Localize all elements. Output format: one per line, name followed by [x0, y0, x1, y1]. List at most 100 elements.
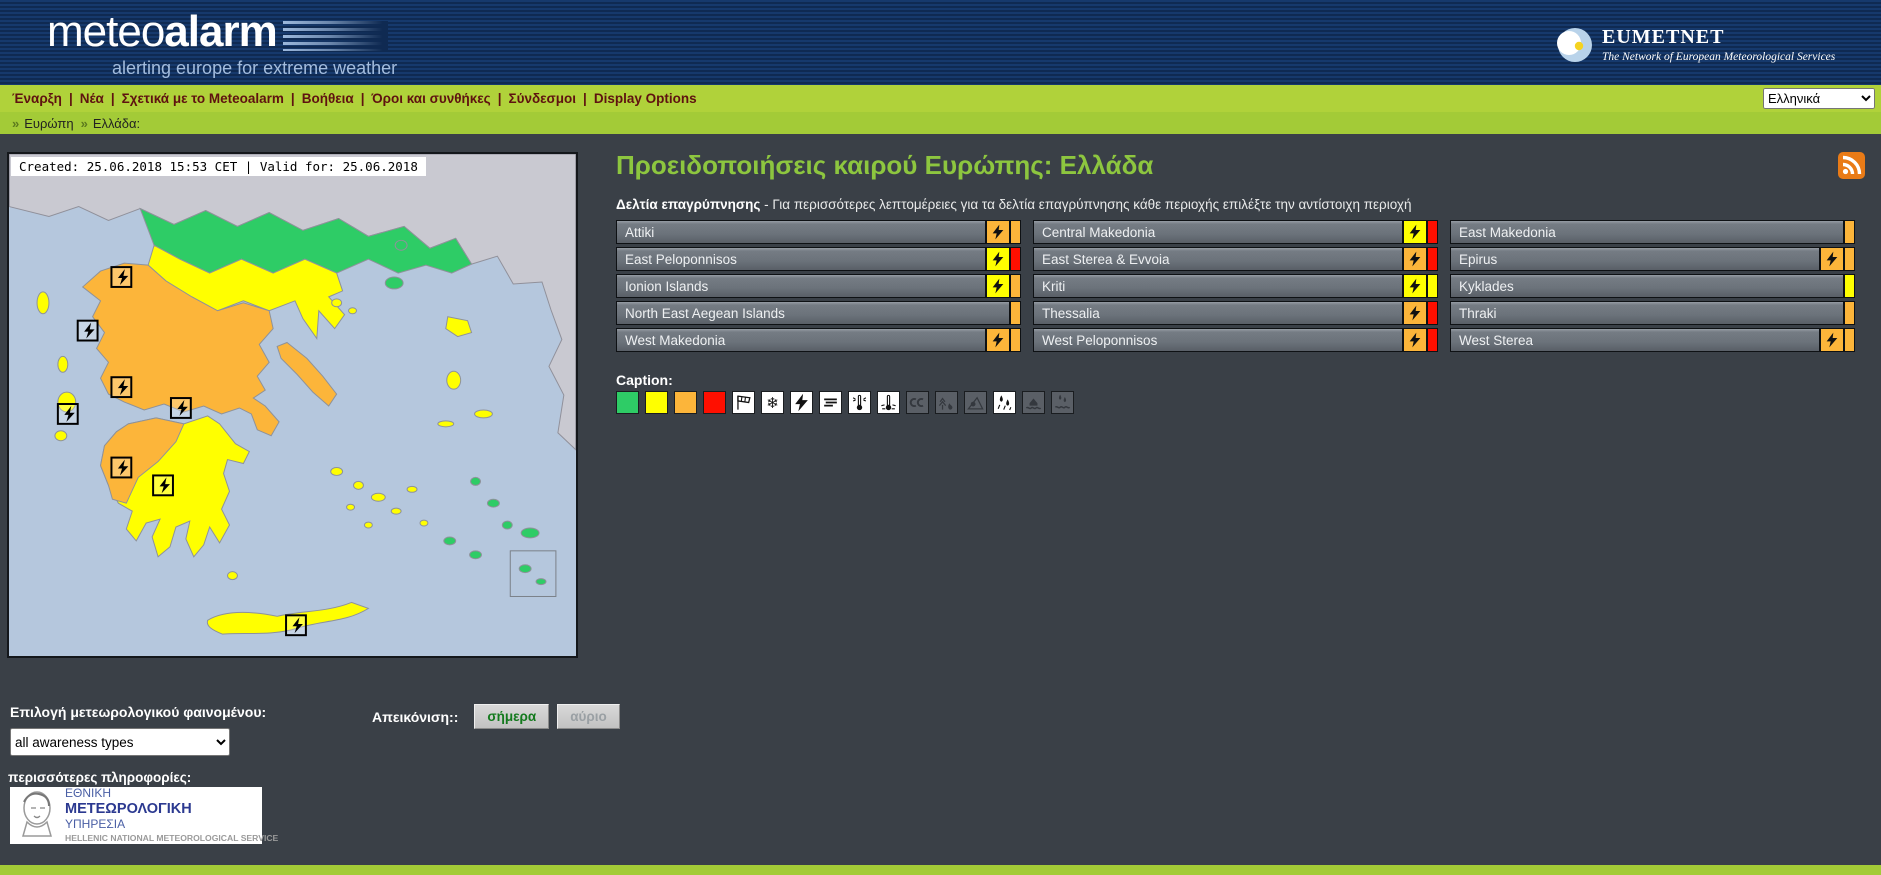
nav-item-display-options[interactable]: Display Options	[593, 91, 697, 106]
thunderstorm-icon	[985, 275, 1009, 297]
nav-item-news[interactable]: Νέα	[79, 91, 104, 106]
header: meteo alarm alerting europe for extreme w…	[0, 0, 1881, 85]
eumetnet-globe-icon	[1556, 26, 1594, 69]
extreme-low-temperature-icon	[848, 391, 871, 414]
region-east-sterea-evvoia[interactable]: East Sterea & Evvoia	[1033, 247, 1438, 271]
meteoalarm-logo: meteo alarm	[47, 10, 388, 54]
region-ionion-islands[interactable]: Ionion Islands	[616, 274, 1021, 298]
logo-stripes-graphic	[282, 21, 388, 51]
fog-icon	[819, 391, 842, 414]
eumetnet-name: EUMETNET	[1602, 26, 1725, 48]
logo-tagline: alerting europe for extreme weather	[112, 58, 398, 78]
thunderstorm-icon	[1402, 248, 1426, 270]
today-button[interactable]: σήμερα	[474, 704, 550, 729]
nav-item-terms[interactable]: Όροι και συνθήκες	[371, 91, 491, 106]
thunderstorm-icon	[1819, 248, 1843, 270]
tomorrow-level-strip	[1426, 329, 1437, 351]
tomorrow-level-strip	[1009, 329, 1020, 351]
region-west-sterea[interactable]: West Sterea	[1450, 328, 1855, 352]
hnms-portrait	[15, 788, 59, 843]
subtitle-bold: Δελτία επαγρύπνησης	[616, 197, 761, 212]
region-kriti[interactable]: Kriti	[1033, 274, 1438, 298]
page-title: Προειδοποιήσεις καιρού Ευρώπης: Ελλάδα	[616, 150, 1154, 180]
eumetnet-tagline: The Network of European Meteorological S…	[1602, 51, 1836, 63]
region-name: Kyklades	[1451, 275, 1843, 297]
region-central-makedonia[interactable]: Central Makedonia	[1033, 220, 1438, 244]
breadcrumb-greece[interactable]: Ελλάδα:	[92, 115, 141, 131]
region-name: East Makedonia	[1451, 221, 1843, 243]
tomorrow-level-strip	[1843, 302, 1854, 324]
subtitle: Δελτία επαγρύπνησης - Για περισσότερες λ…	[616, 197, 1766, 212]
footer-bar	[0, 865, 1881, 875]
orange-level-swatch	[674, 391, 697, 414]
tomorrow-button[interactable]: αύριο	[557, 704, 620, 729]
nav-item-links[interactable]: Σύνδεσμοι	[508, 91, 577, 106]
nav-separator: |	[290, 91, 295, 106]
islands-inset	[509, 550, 557, 597]
region-name: Thraki	[1451, 302, 1843, 324]
tomorrow-level-strip	[1843, 248, 1854, 270]
snow-ice-icon: ❄	[761, 391, 784, 414]
rss-icon[interactable]	[1838, 152, 1865, 179]
thunderstorm-icon	[985, 248, 1009, 270]
nav-separator: |	[68, 91, 73, 106]
caption-legend: ❄	[616, 391, 1080, 414]
tomorrow-level-strip	[1009, 221, 1020, 243]
region-north-east-aegean-islands[interactable]: North East Aegean Islands	[616, 301, 1021, 325]
region-kyklades[interactable]: Kyklades	[1450, 274, 1855, 298]
region-thraki[interactable]: Thraki	[1450, 301, 1855, 325]
thunderstorm-icon	[1402, 275, 1426, 297]
region-name: West Makedonia	[617, 329, 985, 351]
thunderstorm-icon	[985, 329, 1009, 351]
thunderstorm-markers	[56, 266, 307, 637]
flood-icon	[1022, 391, 1045, 414]
region-name: Central Makedonia	[1034, 221, 1402, 243]
thunderstorm-icon	[1402, 329, 1426, 351]
region-name: Epirus	[1451, 248, 1819, 270]
hnms-line1: ΕΘΝΙΚΗ	[65, 786, 112, 801]
main-nav: Έναρξη | Νέα | Σχετικά με το Meteoalarm | Β…	[0, 85, 1881, 112]
region-name: Thessalia	[1034, 302, 1402, 324]
region-west-peloponnisos[interactable]: West Peloponnisos	[1033, 328, 1438, 352]
phenomenon-label: Επιλογή μετεωρολογικού φαινομένου:	[10, 704, 267, 720]
thunderstorm-icon	[1402, 302, 1426, 324]
hnms-line3: ΥΠΗΡΕΣΙΑ	[65, 816, 126, 831]
region-name: East Peloponnisos	[617, 248, 985, 270]
map-timestamp: Created: 25.06.2018 15:53 CET | Valid fo…	[11, 157, 426, 176]
region-epirus[interactable]: Epirus	[1450, 247, 1855, 271]
tomorrow-level-strip	[1426, 275, 1437, 297]
language-select[interactable]: Ελληνικά	[1763, 88, 1875, 109]
nav-item-help[interactable]: Βοήθεια	[301, 91, 354, 106]
main-content: Created: 25.06.2018 15:53 CET | Valid fo…	[0, 134, 1881, 865]
forest-fire-icon	[935, 391, 958, 414]
region-west-makedonia[interactable]: West Makedonia	[616, 328, 1021, 352]
breadcrumb-separator: »	[12, 115, 20, 131]
nav-item-about[interactable]: Σχετικά με το Meteoalarm	[121, 91, 284, 106]
red-level-swatch	[703, 391, 726, 414]
region-attiki[interactable]: Attiki	[616, 220, 1021, 244]
tomorrow-level-strip	[1009, 248, 1020, 270]
region-table: Attiki Central Makedonia East Makedonia …	[616, 220, 1855, 352]
green-level-swatch	[616, 391, 639, 414]
region-east-peloponnisos[interactable]: East Peloponnisos	[616, 247, 1021, 271]
hnms-line4: HELLENIC NATIONAL METEOROLOGICAL SERVICE	[65, 832, 279, 843]
subtitle-rest: - Για περισσότερες λεπτομέρειες για τα δ…	[760, 197, 1412, 212]
breadcrumb-europe[interactable]: Ευρώπη	[24, 115, 74, 131]
greece-warning-map[interactable]: Created: 25.06.2018 15:53 CET | Valid fo…	[7, 152, 578, 658]
yellow-level-swatch	[645, 391, 668, 414]
hnms-logo[interactable]: ΕΘΝΙΚΗ ΜΕΤΕΩΡΟΛΟΓΙΚΗ ΥΠΗΡΕΣΙΑ HELLENIC N…	[10, 787, 278, 844]
tomorrow-level-strip	[1843, 221, 1854, 243]
wind-icon	[732, 391, 755, 414]
eumetnet-logo[interactable]: EUMETNET The Network of European Meteoro…	[1556, 26, 1835, 69]
nav-item-home[interactable]: Έναρξη	[12, 91, 62, 106]
logo-alarm-text: alarm	[164, 7, 277, 56]
awareness-type-select[interactable]: all awareness types	[10, 728, 230, 756]
breadcrumb-separator: »	[80, 115, 88, 131]
thunderstorm-icon	[1402, 221, 1426, 243]
region-east-makedonia[interactable]: East Makedonia	[1450, 220, 1855, 244]
region-name: Ionion Islands	[617, 275, 985, 297]
more-info-label: περισσότερες πληροφορίες:	[8, 770, 192, 785]
thunderstorm-icon	[1819, 329, 1843, 351]
region-thessalia[interactable]: Thessalia	[1033, 301, 1438, 325]
region-name: West Sterea	[1451, 329, 1819, 351]
